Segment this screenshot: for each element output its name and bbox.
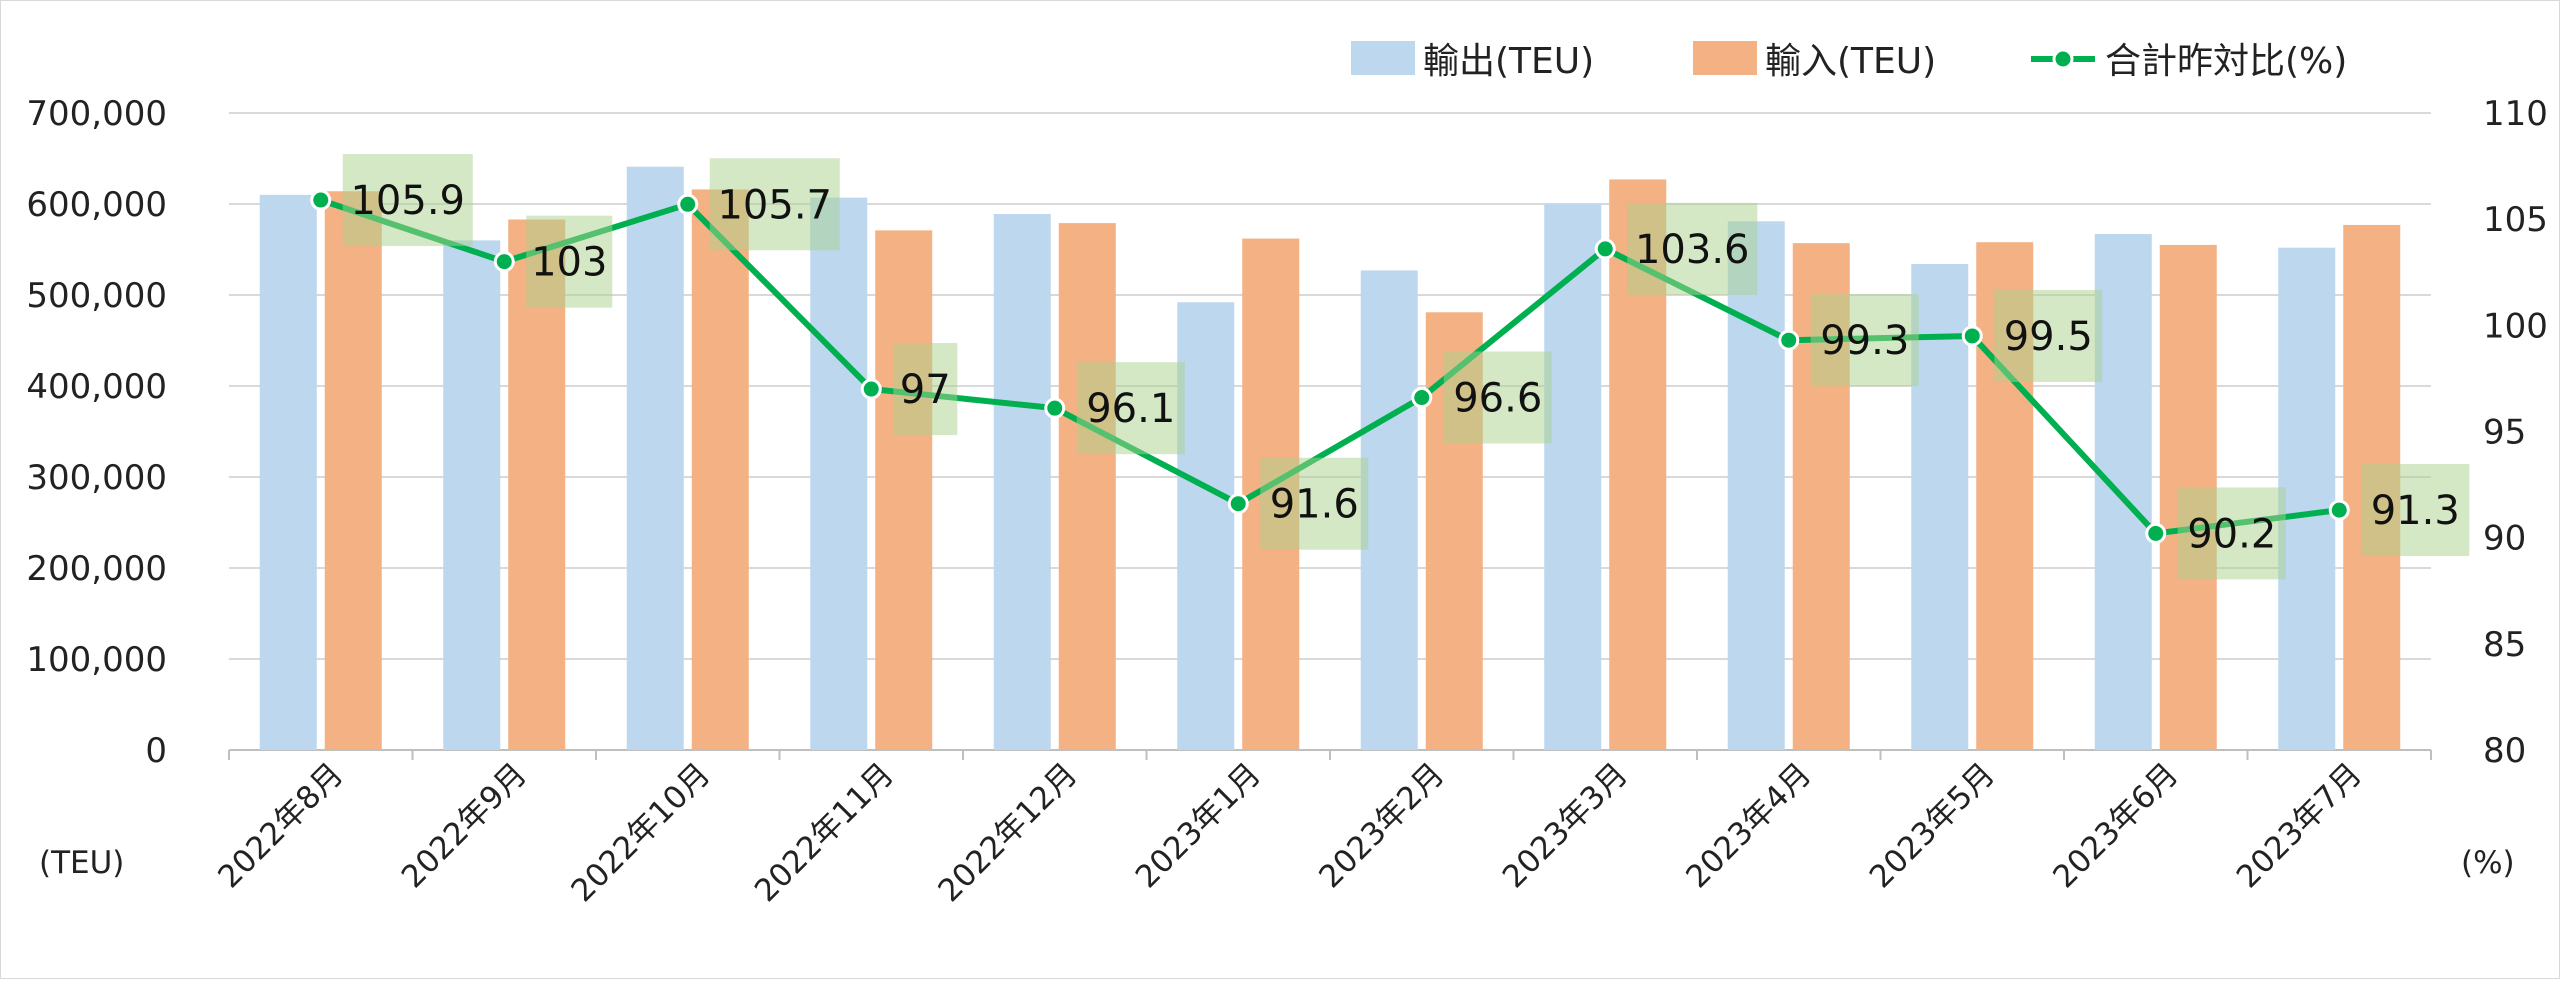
data-label-box [1810,294,1919,387]
y-left-unit-label: (TEU) [39,845,124,881]
data-label: 99.3 [1820,318,1909,364]
line-point [1778,329,1800,351]
data-label-box [1076,362,1185,455]
bar-import [324,191,382,750]
line-point [2328,499,2350,521]
line-point [310,189,332,211]
line-point [2145,522,2167,544]
x-category-label: 2023年5月 [1863,756,2002,895]
y-right-tick-label: 80 [2483,731,2526,771]
y-right-unit-label: (%) [2461,845,2515,881]
x-category-label: 2022年9月 [395,756,534,895]
data-label-box [1627,202,1758,295]
bar-export [2278,247,2336,750]
bar-export [259,194,317,750]
data-label: 96.1 [1086,386,1175,432]
x-category-label: 2022年8月 [211,756,350,895]
bar-export [1727,221,1785,751]
data-label-box [1260,457,1369,550]
y-right-tick-label: 85 [2483,625,2526,665]
x-category-label: 2023年6月 [2046,756,2185,895]
y-left-tick-label: 400,000 [26,367,167,407]
line-point [860,378,882,400]
data-label: 91.3 [2371,488,2460,534]
data-label: 96.6 [1453,376,1542,422]
data-label: 105.9 [350,178,465,224]
data-label: 103.6 [1635,227,1750,273]
line-point [1594,238,1616,260]
bar-export [1911,264,1969,750]
line-point [493,251,515,273]
y-left-tick-label: 100,000 [26,640,167,680]
bar-export [1544,204,1602,750]
bar-export [810,197,868,750]
bar-export [1177,302,1235,750]
x-category-label: 2022年10月 [564,756,717,909]
bar-import [508,219,566,751]
x-category-label: 2023年7月 [2230,756,2369,895]
y-right-tick-label: 110 [2483,94,2548,134]
legend-label-export: 輸出(TEU) [1423,41,1594,82]
y-left-tick-label: 600,000 [26,185,167,225]
x-category-label: 2022年12月 [931,756,1084,909]
data-label: 105.7 [717,182,832,228]
x-category-label: 2022年11月 [748,756,901,909]
bar-export [1360,270,1418,750]
y-right-tick-label: 95 [2483,413,2526,453]
legend-swatch-import [1693,41,1757,75]
data-label-box [1994,289,2103,382]
data-label-box [709,158,840,251]
bar-import [691,189,749,750]
data-label: 103 [531,240,607,286]
y-left-tick-label: 300,000 [26,458,167,498]
legend-label-line: 合計昨対比(%) [2105,41,2347,82]
data-label-box [342,154,473,247]
line-point [1227,493,1249,515]
bar-export [626,166,684,750]
x-category-label: 2023年3月 [1496,756,1635,895]
x-category-label: 2023年2月 [1312,756,1451,895]
y-left-tick-label: 200,000 [26,549,167,589]
legend-swatch-export [1351,41,1415,75]
bar-series [259,166,2401,751]
y-left-tick-label: 0 [145,731,167,771]
legend-label-import: 輸入(TEU) [1765,41,1936,82]
line-point [1411,387,1433,409]
bar-import [1058,223,1116,751]
data-label: 97 [900,367,951,413]
bar-export [2094,234,2152,750]
bar-export [993,214,1051,750]
data-label: 91.6 [1270,482,1359,528]
line-point [1961,325,1983,347]
data-labels: 105.9 103 105.7 97 96.1 91.6 96.6 103.6 99.3 99.5… [342,154,2470,580]
bar-export [443,240,501,750]
bar-import [875,230,933,750]
data-label-box [1443,351,1552,444]
y-right-tick-label: 90 [2483,519,2526,559]
data-label-box [2361,464,2470,557]
line-point [1044,397,1066,419]
data-label-box [893,343,958,436]
data-label-box [2177,487,2286,580]
data-label: 90.2 [2187,511,2276,557]
y-right-tick-label: 100 [2483,306,2548,346]
data-label: 99.5 [2004,314,2093,360]
x-category-label: 2023年4月 [1679,756,1818,895]
y-right-tick-label: 105 [2483,200,2548,240]
y-left-tick-label: 700,000 [26,94,167,134]
x-category-label: 2023年1月 [1129,756,1268,895]
legend-swatch-marker [2052,48,2074,70]
line-point [677,193,699,215]
legend: 輸出(TEU) 輸入(TEU) 合計昨対比(%) [1351,41,2347,82]
y-left-tick-label: 500,000 [26,276,167,316]
data-label-box [526,215,613,308]
